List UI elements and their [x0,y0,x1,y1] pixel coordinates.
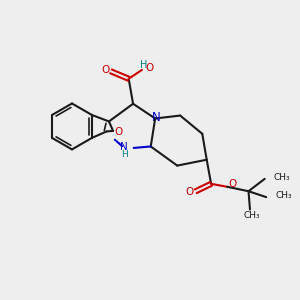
Text: O: O [186,187,194,197]
Text: O: O [102,65,110,75]
Text: N: N [120,142,128,152]
Text: H: H [121,150,128,159]
Text: H: H [140,60,147,70]
Text: O: O [114,127,122,137]
Text: CH₃: CH₃ [275,191,292,200]
Text: N: N [152,111,161,124]
Text: O: O [145,63,153,74]
Text: CH₃: CH₃ [274,173,290,182]
Text: O: O [228,179,236,189]
Text: CH₃: CH₃ [243,212,260,220]
